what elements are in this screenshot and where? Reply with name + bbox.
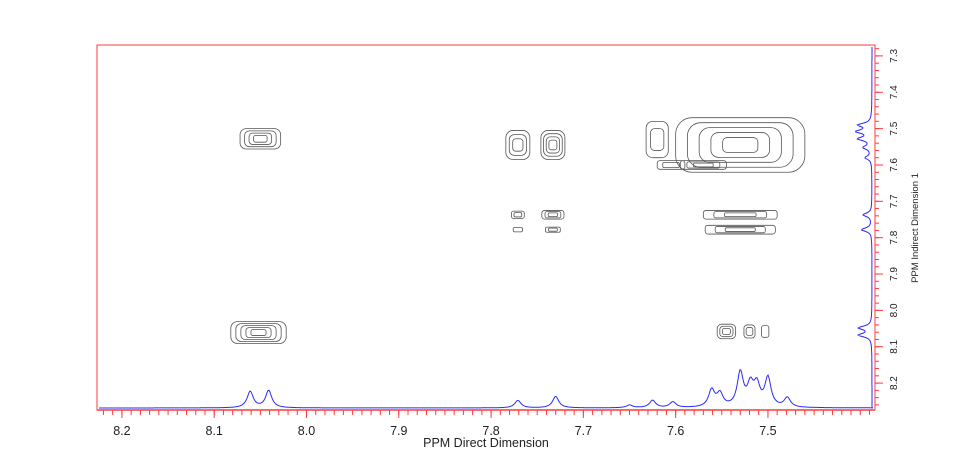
contour-level	[704, 224, 776, 235]
cross-peak	[679, 160, 727, 170]
contour-level	[679, 160, 727, 170]
contour-level	[510, 210, 525, 219]
y-tick-label: 8.0	[889, 303, 900, 317]
indirect-projection-trace	[855, 47, 873, 408]
cross-peak	[704, 224, 776, 235]
contour-level	[512, 227, 523, 233]
contour-level	[761, 325, 770, 338]
contour-level	[245, 327, 272, 338]
contour-level	[244, 130, 277, 148]
contour-level	[544, 211, 562, 219]
contour-level	[548, 139, 558, 151]
cross-peak	[230, 321, 287, 344]
contour-level	[719, 325, 734, 338]
y-axis: 7.3 7.4 7.5 7.6 7.7 7.8 7.9 8.0 8.1 8.2	[875, 48, 900, 406]
contour-level	[710, 132, 771, 158]
plot-frame	[96, 44, 876, 411]
x-tick-label: 7.5	[759, 424, 776, 438]
contour-level	[698, 127, 782, 163]
contour-level	[650, 128, 665, 151]
cross-peak	[239, 128, 282, 150]
x-axis-label: PPM Direct Dimension	[423, 436, 549, 450]
cross-peak	[512, 227, 523, 233]
x-tick-label: 8.2	[113, 424, 130, 438]
cross-peak	[505, 130, 531, 160]
cross-peak	[656, 160, 686, 170]
contour-level	[547, 212, 559, 218]
cross-peak	[545, 226, 561, 233]
contour-level	[240, 325, 277, 340]
contour-level	[702, 210, 778, 220]
contour-level	[716, 323, 737, 340]
x-tick-label: 7.6	[667, 424, 684, 438]
direct-projection-trace	[99, 368, 873, 409]
contour-level	[545, 136, 560, 154]
contour-level	[548, 227, 558, 232]
contour-level	[724, 227, 756, 232]
x-tick-label: 8.1	[206, 424, 223, 438]
contour-level	[541, 210, 565, 220]
contour-level	[686, 161, 721, 169]
contour-level	[250, 329, 267, 336]
contour-level	[545, 226, 561, 233]
contour-level	[722, 327, 731, 335]
contour-level	[675, 117, 806, 173]
contour-level	[230, 321, 287, 344]
contour-level	[722, 137, 759, 153]
x-tick-label: 7.9	[390, 424, 407, 438]
contour-level	[656, 160, 686, 170]
cross-peak	[716, 323, 737, 340]
contour-level	[693, 162, 714, 168]
contour-level	[253, 135, 268, 143]
cross-peak	[675, 117, 806, 173]
contour-level	[508, 134, 527, 156]
cross-peak	[743, 324, 756, 339]
x-tick-label: 7.7	[575, 424, 592, 438]
cross-peak	[510, 210, 525, 219]
cross-peak	[702, 210, 778, 220]
y-tick-label: 7.9	[889, 267, 900, 281]
contour-level	[513, 212, 523, 218]
contour-level	[687, 122, 794, 168]
cross-peak	[645, 120, 669, 159]
contour-layer	[230, 117, 806, 344]
x-tick-label: 8.0	[298, 424, 315, 438]
contour-level	[743, 324, 756, 339]
contour-level	[248, 132, 273, 145]
y-axis-label: PPM Indirect Dimension 1	[910, 173, 921, 283]
contour-level	[540, 130, 566, 160]
y-tick-label: 8.1	[889, 339, 900, 353]
y-tick-label: 7.6	[889, 158, 900, 172]
y-tick-label: 8.2	[889, 376, 900, 390]
contour-level	[745, 327, 754, 336]
y-tick-label: 7.4	[889, 85, 900, 99]
contour-level	[543, 133, 563, 157]
contour-level	[235, 323, 282, 342]
contour-level	[714, 226, 766, 234]
projection-layer	[99, 47, 873, 409]
contour-level	[724, 212, 757, 218]
contour-level	[645, 120, 669, 159]
cross-peak	[540, 130, 566, 160]
contour-level	[505, 130, 531, 160]
contour-level	[662, 161, 680, 168]
contour-level	[239, 128, 282, 150]
y-tick-label: 7.8	[889, 230, 900, 244]
cross-peak	[761, 325, 770, 338]
cross-peak	[541, 210, 565, 220]
x-axis: 8.2 8.1 8.0 7.9 7.8 7.7 7.6 7.5	[97, 409, 875, 438]
x-tick-label: 7.8	[482, 424, 499, 438]
y-tick-label: 7.7	[889, 194, 900, 208]
y-tick-label: 7.3	[889, 49, 900, 63]
y-tick-label: 7.5	[889, 121, 900, 135]
contour-level	[713, 211, 768, 219]
contour-level	[512, 138, 524, 152]
